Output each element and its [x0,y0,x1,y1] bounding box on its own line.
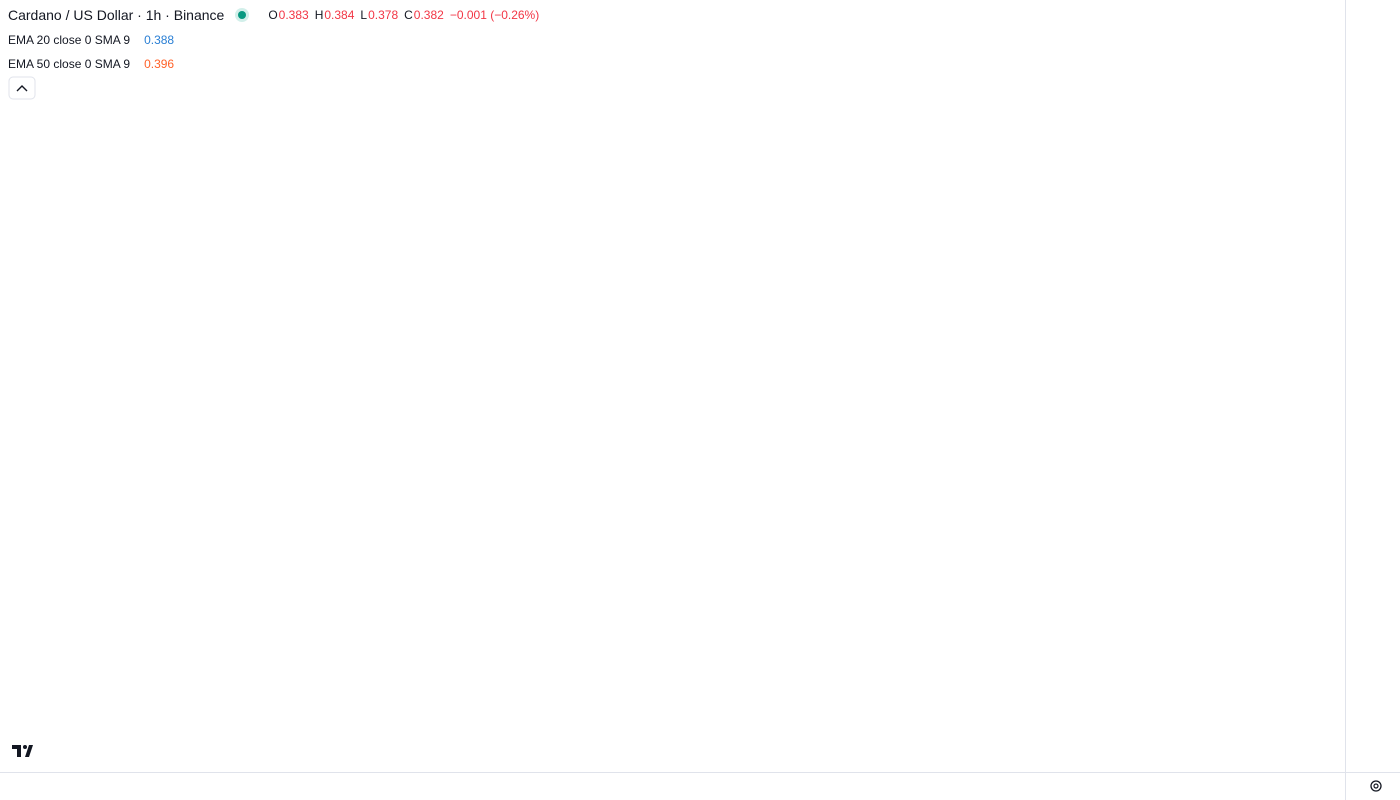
legend-name: EMA 20 close 0 SMA 9 [8,33,131,47]
header: Cardano / US Dollar · 1h · Binance O 0.38… [8,7,539,23]
legend-value: 0.388 [144,33,175,47]
tradingview-logo[interactable] [6,734,40,768]
legend-name: EMA 50 close 0 SMA 9 [8,57,131,71]
legend-item: EMA 20 close 0 SMA 9 0.388 [8,33,174,47]
ohlc-key: L [360,8,368,22]
ohlc-values: O 0.383 H 0.384 L 0.378 C 0.382 [262,8,444,22]
ohlc-key: C [404,8,413,22]
symbol-title: Cardano / US Dollar · 1h · Binance [8,7,225,23]
collapse-button[interactable] [8,76,36,100]
legend-item: EMA 50 close 0 SMA 9 0.396 [8,57,174,71]
ohlc-value: 0.384 [324,8,355,22]
ohlc-value: 0.378 [368,8,399,22]
ohlc-key: H [314,8,324,22]
market-status[interactable] [238,11,247,19]
price-change: −0.001 (−0.26%) [449,8,540,22]
legend-value: 0.396 [144,57,175,71]
settings-icon[interactable] [1370,780,1382,792]
ohlc-key: O [268,8,278,22]
ohlc-value: 0.383 [278,8,309,22]
ohlc-value: 0.382 [413,8,444,22]
